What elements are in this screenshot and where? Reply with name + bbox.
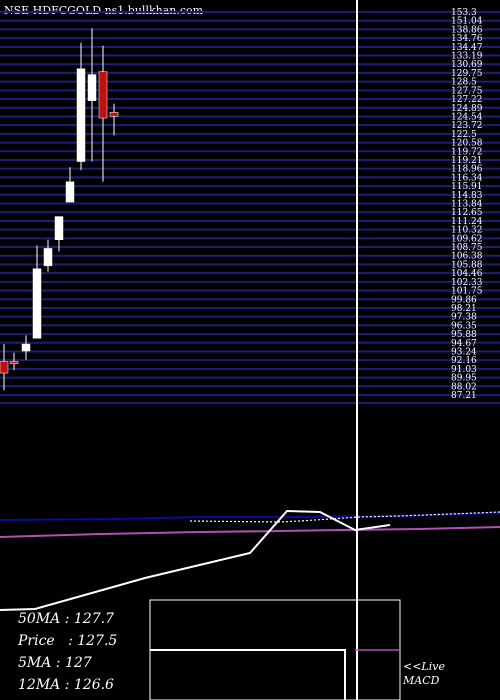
price-axis-labels: 153.3151.04138.86134.76134.47133.19130.6… <box>451 8 483 401</box>
candle-body <box>65 181 75 203</box>
price-tick-label: 98.21 <box>451 304 477 314</box>
candle-body <box>9 361 19 365</box>
price-tick-label: 110.32 <box>451 226 483 236</box>
price-tick-label: 87.21 <box>451 391 477 401</box>
price-tick-label: 128.5 <box>451 78 477 88</box>
price-tick-label: 112.65 <box>451 208 483 218</box>
candle-body <box>76 68 86 162</box>
price-tick-label: 124.54 <box>451 112 483 122</box>
price-tick-label: 96.35 <box>451 321 477 331</box>
price-tick-label: 97.38 <box>451 313 477 323</box>
candle-body <box>21 343 31 352</box>
price-tick-label: 101.75 <box>451 287 483 297</box>
price-tick-label: 130.69 <box>451 60 483 70</box>
price-tick-label: 127.75 <box>451 86 483 96</box>
price-tick-label: 123.72 <box>451 121 483 131</box>
price-tick-label: 114.83 <box>451 191 483 201</box>
price-tick-label: 113.84 <box>451 200 483 210</box>
candle-body <box>87 74 97 101</box>
price-tick-label: 94.67 <box>451 339 477 349</box>
live-macd-label-line1: <<Live <box>403 660 445 673</box>
candle-body <box>54 216 64 240</box>
price-tick-label: 95.88 <box>451 330 477 340</box>
price-tick-label: 109.62 <box>451 234 483 244</box>
price-tick-label: 89.95 <box>451 374 477 384</box>
chart-title: NSE HDFCGOLD ns1.bullkhan.com <box>4 4 204 17</box>
live-macd-label-line2: MACD <box>403 674 440 687</box>
price-tick-label: 122.5 <box>451 130 477 140</box>
indicator-line <box>0 526 500 538</box>
price-tick-label: 104.46 <box>451 269 483 279</box>
macd-histogram-line <box>150 649 346 700</box>
price-tick-label: 119.21 <box>451 156 483 166</box>
price-tick-label: 134.76 <box>451 34 483 44</box>
price-tick-label: 133.19 <box>451 52 483 62</box>
price-tick-label: 138.86 <box>451 25 483 35</box>
price-tick-label: 93.24 <box>451 347 477 357</box>
price-tick-label: 134.47 <box>451 43 483 53</box>
candle-body <box>32 268 42 339</box>
price-tick-label: 120.58 <box>451 139 483 149</box>
candle-body <box>109 112 119 117</box>
candle-body <box>43 248 53 267</box>
price-tick-label: 91.03 <box>451 365 477 375</box>
price-tick-label: 124.89 <box>451 104 483 114</box>
price-gridlines <box>0 11 500 404</box>
moving-average-lines <box>0 509 500 611</box>
candle-body <box>98 71 108 119</box>
price-tick-label: 115.91 <box>451 182 483 192</box>
price-tick-label: 119.72 <box>451 147 483 157</box>
price-tick-label: 153.3 <box>451 8 477 18</box>
price-tick-label: 116.34 <box>451 173 483 183</box>
ma12-readout: 12MA : 126.6 <box>18 677 114 693</box>
price-tick-label: 92.16 <box>451 356 477 366</box>
indicator-line <box>0 509 391 611</box>
ma5-readout: 5MA : 127 <box>18 655 92 671</box>
price-tick-label: 105.88 <box>451 260 483 270</box>
price-tick-label: 108.75 <box>451 243 483 253</box>
price-tick-label: 129.75 <box>451 69 483 79</box>
indicator-line <box>189 511 500 523</box>
price-tick-label: 111.24 <box>451 217 483 227</box>
indicator-line <box>0 512 500 521</box>
ma50-readout: 50MA : 127.7 <box>18 611 114 627</box>
price-tick-label: 102.33 <box>451 278 483 288</box>
price-tick-label: 106.38 <box>451 252 483 262</box>
candle-body <box>0 361 9 374</box>
price-tick-label: 118.96 <box>451 165 483 175</box>
price-tick-label: 99.86 <box>451 295 477 305</box>
price-readout: Price : 127.5 <box>18 633 118 649</box>
candlestick-series <box>0 28 119 391</box>
price-tick-label: 88.02 <box>451 382 477 392</box>
price-tick-label: 151.04 <box>451 17 483 27</box>
price-tick-label: 127.22 <box>451 95 483 105</box>
